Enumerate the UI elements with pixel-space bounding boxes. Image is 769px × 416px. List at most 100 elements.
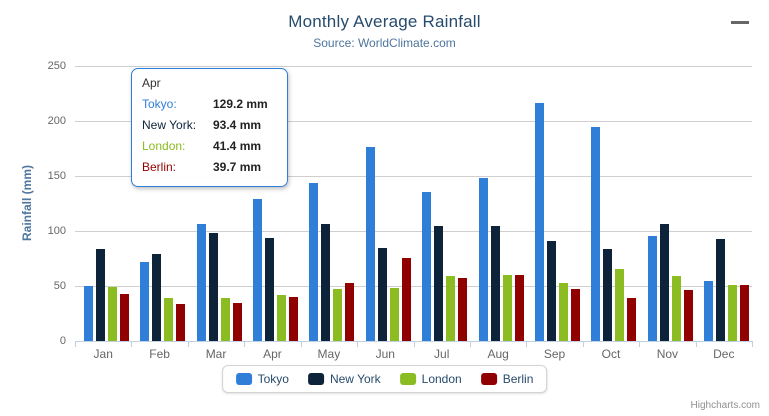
x-axis-tick	[695, 341, 697, 347]
bar-new-york-jun[interactable]	[377, 248, 387, 341]
bar-berlin-mar[interactable]	[232, 303, 242, 341]
chart-subtitle: Source: WorldClimate.com	[313, 36, 456, 50]
tooltip-series-label: Berlin:	[142, 160, 177, 174]
bar-tokyo-jan[interactable]	[83, 286, 93, 341]
bar-tokyo-jul[interactable]	[422, 191, 432, 341]
x-axis-tick	[752, 341, 753, 347]
legend-item-berlin[interactable]: Berlin	[480, 372, 533, 386]
legend-symbol-icon	[307, 373, 324, 385]
bar-tokyo-oct[interactable]	[591, 127, 601, 341]
x-axis-tick	[131, 341, 133, 347]
bar-new-york-apr[interactable]	[264, 238, 274, 341]
bar-tokyo-aug[interactable]	[478, 177, 488, 341]
legend: Tokyo New York London Berlin	[221, 365, 548, 393]
bar-new-york-sep[interactable]	[547, 240, 557, 341]
bar-tokyo-apr[interactable]	[252, 198, 262, 341]
x-axis-tick	[244, 341, 246, 347]
bar-berlin-nov[interactable]	[683, 289, 693, 341]
y-axis-label: 200	[47, 115, 66, 127]
bar-tokyo-nov[interactable]	[647, 235, 657, 341]
x-axis-tick	[413, 341, 415, 347]
bar-berlin-oct[interactable]	[627, 297, 637, 341]
bar-tokyo-may[interactable]	[309, 182, 319, 341]
credits-link[interactable]: Highcharts.com	[690, 400, 760, 411]
bar-tokyo-dec[interactable]	[704, 281, 714, 341]
bar-berlin-jan[interactable]	[119, 294, 129, 341]
x-axis-label-may: May	[317, 347, 341, 361]
bar-london-aug[interactable]	[502, 275, 512, 341]
gridline-200	[75, 121, 752, 122]
tooltip-header: Apr	[142, 76, 161, 90]
legend-symbol-icon	[480, 373, 497, 385]
bar-berlin-may[interactable]	[345, 283, 355, 341]
bar-new-york-nov[interactable]	[659, 223, 669, 341]
x-axis-tick	[582, 341, 584, 347]
bar-new-york-jan[interactable]	[95, 249, 105, 341]
legend-symbol-icon	[399, 373, 416, 385]
legend-label: London	[421, 372, 462, 386]
gridline-100	[75, 231, 752, 232]
legend-item-tokyo[interactable]: Tokyo	[235, 372, 289, 386]
y-axis-label: 250	[47, 60, 66, 72]
tooltip-series-label: London:	[142, 139, 186, 153]
bar-new-york-feb[interactable]	[152, 254, 162, 341]
bar-new-york-mar[interactable]	[208, 232, 218, 341]
bar-london-sep[interactable]	[559, 283, 569, 341]
x-axis-label-aug: Aug	[487, 347, 509, 361]
legend-symbol-icon	[235, 373, 252, 385]
bar-berlin-jun[interactable]	[401, 257, 411, 341]
y-axis-label: 50	[53, 280, 66, 292]
bar-london-jan[interactable]	[107, 287, 117, 341]
bar-new-york-may[interactable]	[321, 224, 331, 341]
x-axis-label-oct: Oct	[601, 347, 621, 361]
bar-london-apr[interactable]	[276, 295, 286, 341]
tooltip-row: Tokyo: 129.2 mm	[142, 94, 277, 115]
legend-item-new-york[interactable]: New York	[307, 372, 381, 386]
tooltip-row: New York: 93.4 mm	[142, 115, 277, 136]
tooltip-series-value: 39.7 mm	[213, 160, 262, 174]
bar-new-york-aug[interactable]	[490, 226, 500, 341]
bar-london-feb[interactable]	[164, 298, 174, 341]
bar-london-nov[interactable]	[671, 275, 681, 341]
x-axis-label-sep: Sep	[543, 347, 566, 361]
bar-london-jul[interactable]	[446, 276, 456, 341]
tooltip-series-label: Tokyo:	[142, 97, 177, 111]
bar-london-may[interactable]	[333, 289, 343, 341]
bar-new-york-oct[interactable]	[603, 249, 613, 341]
x-axis-label-mar: Mar	[205, 347, 227, 361]
x-axis-label-jul: Jul	[434, 347, 450, 361]
gridline-150	[75, 176, 752, 177]
tooltip-row: Berlin: 39.7 mm	[142, 157, 277, 178]
x-axis-label-jan: Jan	[93, 347, 113, 361]
export-menu-icon[interactable]	[731, 21, 749, 34]
bar-tokyo-jun[interactable]	[365, 147, 375, 341]
x-axis-label-feb: Feb	[149, 347, 170, 361]
tooltip-row: London: 41.4 mm	[142, 136, 277, 157]
x-axis-label-apr: Apr	[263, 347, 282, 361]
bar-berlin-jul[interactable]	[458, 277, 468, 341]
bar-berlin-aug[interactable]	[514, 274, 524, 341]
legend-item-london[interactable]: London	[399, 372, 462, 386]
gridline-250	[75, 66, 752, 67]
bar-tokyo-sep[interactable]	[535, 102, 545, 341]
bar-new-york-dec[interactable]	[716, 239, 726, 341]
bar-london-jun[interactable]	[389, 287, 399, 341]
bar-berlin-apr[interactable]	[288, 297, 298, 341]
hamburger-bar	[731, 21, 749, 24]
bar-london-oct[interactable]	[615, 269, 625, 341]
bar-london-dec[interactable]	[728, 284, 738, 341]
bar-berlin-sep[interactable]	[571, 288, 581, 341]
tooltip-series-value: 93.4 mm	[213, 118, 262, 132]
bar-tokyo-feb[interactable]	[140, 262, 150, 341]
x-axis-tick	[300, 341, 302, 347]
legend-label: New York	[329, 372, 381, 386]
x-axis-tick	[357, 341, 359, 347]
chart-title: Monthly Average Rainfall	[288, 12, 481, 31]
bar-berlin-feb[interactable]	[176, 304, 186, 341]
bar-tokyo-mar[interactable]	[196, 223, 206, 341]
bar-berlin-dec[interactable]	[740, 284, 750, 341]
bar-new-york-jul[interactable]	[434, 225, 444, 341]
x-axis-tick	[187, 341, 189, 347]
bar-london-mar[interactable]	[220, 297, 230, 341]
x-axis-label-nov: Nov	[656, 347, 679, 361]
